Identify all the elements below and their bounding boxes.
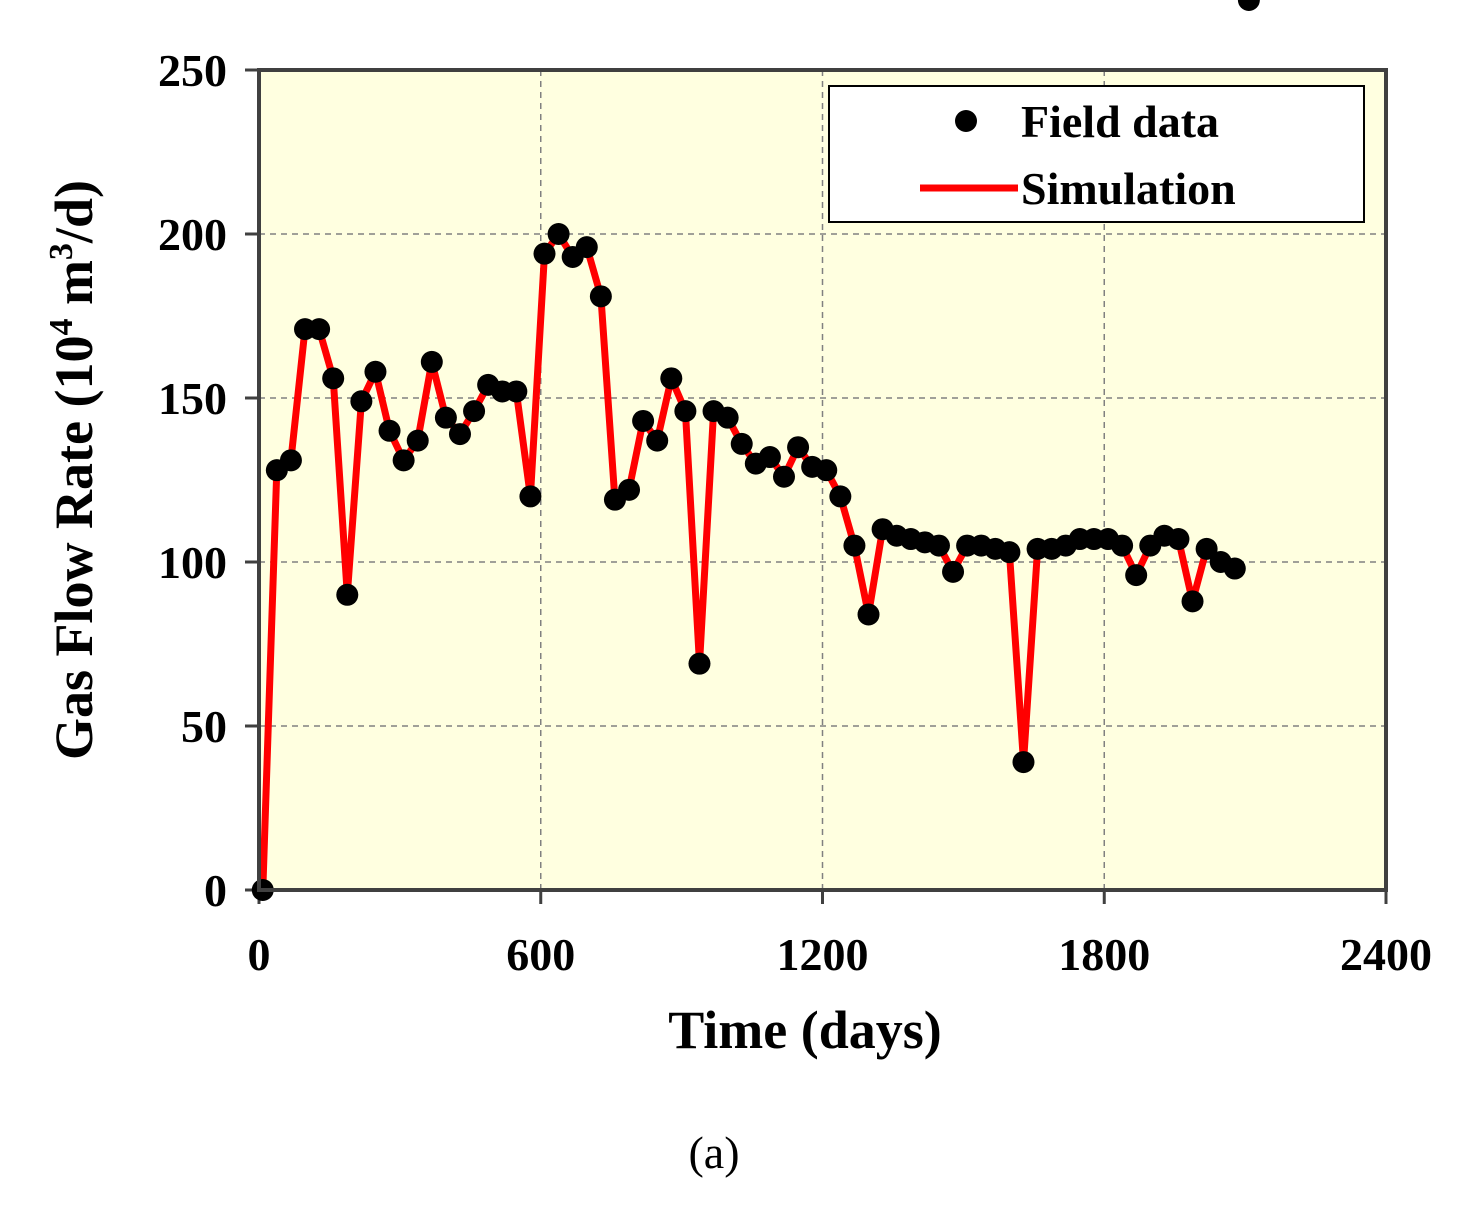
field-data-point — [519, 485, 542, 508]
field-data-point — [575, 236, 598, 259]
field-data-point — [632, 409, 655, 432]
x-tick-label: 2400 — [1340, 929, 1432, 980]
x-tick-label: 600 — [506, 929, 575, 980]
figure-caption: (a) — [688, 1127, 739, 1178]
y-axis-ticks: 0 50 100 150 200 250 — [158, 45, 259, 916]
field-data-point — [1012, 751, 1035, 774]
field-data-point — [815, 459, 838, 482]
field-data-point — [448, 423, 471, 446]
y-axis-title: Gas Flow Rate (104 m3/d) — [43, 180, 104, 760]
x-tick-label: 1800 — [1058, 929, 1150, 980]
y-tick-label: 0 — [204, 865, 227, 916]
field-data-point — [1181, 590, 1204, 613]
field-data-point — [434, 406, 457, 429]
field-data-point — [927, 534, 950, 557]
field-data-point — [392, 449, 415, 472]
field-data-point — [533, 242, 556, 265]
legend-simulation-label: Simulation — [1021, 163, 1236, 214]
field-data-point — [547, 223, 570, 245]
legend-field-marker — [955, 110, 977, 132]
y-tick-label: 50 — [181, 701, 227, 752]
field-data-point — [308, 318, 331, 341]
field-data-point — [1167, 528, 1190, 551]
field-data-point — [942, 560, 965, 583]
field-data-point — [1111, 534, 1134, 557]
field-data-point — [322, 367, 345, 390]
x-tick-label: 0 — [248, 929, 271, 980]
field-data-point — [350, 390, 373, 413]
field-data-point — [420, 350, 443, 373]
field-data-point — [589, 285, 612, 308]
field-data-point — [758, 446, 781, 469]
field-data-point — [674, 400, 697, 423]
legend: Field data Simulation — [828, 85, 1365, 223]
field-data-point — [772, 465, 795, 488]
field-data-point — [730, 432, 753, 455]
field-data-point — [716, 406, 739, 429]
x-axis-ticks: 0 600 1200 1800 2400 — [248, 890, 1432, 980]
field-data-point — [857, 603, 880, 626]
y-tick-label: 250 — [158, 45, 227, 96]
field-data-point — [406, 429, 429, 452]
y-tick-label: 100 — [158, 537, 227, 588]
field-data-point — [279, 449, 302, 472]
legend-field-label: Field data — [1021, 96, 1219, 147]
plot-frame — [257, 68, 1388, 892]
field-data-point — [1125, 564, 1148, 587]
field-data-point — [1195, 537, 1218, 560]
field-data-point — [646, 429, 669, 452]
field-data-point — [787, 436, 810, 459]
y-tick-label: 150 — [158, 373, 227, 424]
field-data-point — [998, 541, 1021, 564]
field-data-point — [1237, 0, 1260, 11]
x-axis-title: Time (days) — [668, 1000, 942, 1060]
y-tick-label: 200 — [158, 209, 227, 260]
field-data-point — [618, 478, 641, 501]
field-data-point — [336, 583, 359, 606]
field-data-point — [843, 534, 866, 557]
field-data-point — [829, 485, 852, 508]
field-data-point — [1223, 557, 1246, 580]
field-data-point — [364, 360, 387, 383]
field-data-point — [463, 400, 486, 423]
field-data-point — [378, 419, 401, 442]
field-data-point — [688, 652, 711, 675]
legend-box — [828, 85, 1365, 223]
x-tick-label: 1200 — [777, 929, 869, 980]
field-data-series — [251, 0, 1260, 901]
field-data-point — [505, 380, 528, 403]
field-data-point — [660, 367, 683, 390]
